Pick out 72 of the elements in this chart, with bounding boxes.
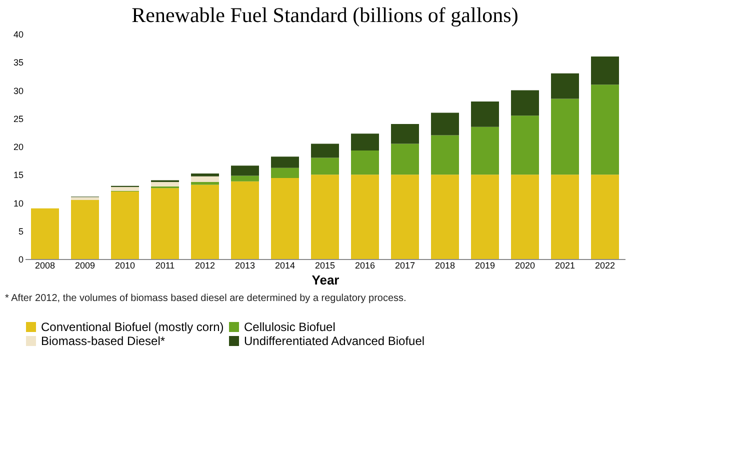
bar [591, 174, 619, 259]
bar [391, 124, 419, 144]
bar [191, 174, 219, 176]
legend-label: Undifferentiated Advanced Biofuel [244, 334, 425, 348]
bar [591, 84, 619, 175]
bar [71, 200, 99, 259]
x-tick-label: 2022 [594, 260, 616, 270]
x-tick-label: 2019 [474, 260, 496, 270]
y-tick-label: 35 [13, 58, 24, 68]
bar [231, 181, 259, 259]
bar [71, 197, 99, 200]
x-tick-label: 2011 [155, 260, 175, 270]
bar [551, 73, 579, 99]
bar [351, 150, 379, 175]
text: * After 2012, the volumes of biomass based diesel are determined by a regulatory process. [5, 293, 406, 304]
bar [191, 182, 219, 185]
bar [311, 144, 339, 158]
x-tick-label: 2020 [514, 260, 536, 270]
bar [551, 98, 579, 175]
x-axis-title: Year [312, 272, 340, 288]
bar [511, 116, 539, 175]
x-tick-label: 2012 [194, 260, 216, 270]
legend-label: Biomass-based Diesel* [41, 334, 166, 348]
bar [471, 102, 499, 127]
bar [271, 168, 299, 178]
y-tick-label: 5 [18, 226, 24, 236]
x-tick-label: 2008 [34, 260, 56, 270]
y-tick-label: 40 [13, 30, 24, 40]
bar [191, 176, 219, 182]
x-tick-label: 2021 [554, 260, 576, 270]
bar [391, 174, 419, 259]
bar [431, 135, 459, 175]
bar [31, 208, 59, 259]
x-tick-label: 2017 [394, 260, 416, 270]
bar [431, 112, 459, 136]
bar [351, 134, 379, 150]
x-tick-label: 2016 [354, 260, 376, 270]
y-tick-label: 15 [13, 170, 24, 180]
y-tick-label: 20 [13, 142, 24, 152]
bar [191, 184, 219, 259]
legend-label: Cellulosic Biofuel [244, 320, 336, 334]
y-tick-label: 10 [13, 198, 24, 208]
bar [111, 192, 139, 259]
bar [151, 188, 179, 259]
bar [231, 166, 259, 176]
bar [311, 174, 339, 259]
x-tick-label: 2018 [434, 260, 456, 270]
y-tick-label: 0 [18, 254, 24, 264]
x-tick-label: 2014 [274, 260, 296, 270]
bar [231, 176, 259, 182]
bar [351, 174, 379, 259]
bar [111, 187, 139, 191]
bar [471, 126, 499, 175]
bar [271, 178, 299, 259]
bar [471, 174, 499, 259]
bar [311, 158, 339, 175]
bar [551, 174, 579, 259]
x-tick-label: 2015 [314, 260, 336, 270]
x-tick-label: 2009 [74, 260, 96, 270]
x-tick-label: 2010 [114, 260, 136, 270]
y-tick-label: 25 [13, 114, 24, 124]
y-tick-label: 30 [13, 86, 24, 96]
x-tick-label: 2013 [234, 260, 256, 270]
bar [511, 174, 539, 259]
bar [431, 174, 459, 259]
bar [271, 156, 299, 168]
chart-title: Renewable Fuel Standard (billions of gallons) [132, 3, 518, 27]
bar [391, 144, 419, 175]
bar [511, 90, 539, 116]
bar [591, 56, 619, 85]
legend-label: Conventional Biofuel (mostly corn) [41, 320, 224, 334]
bar [151, 182, 179, 186]
